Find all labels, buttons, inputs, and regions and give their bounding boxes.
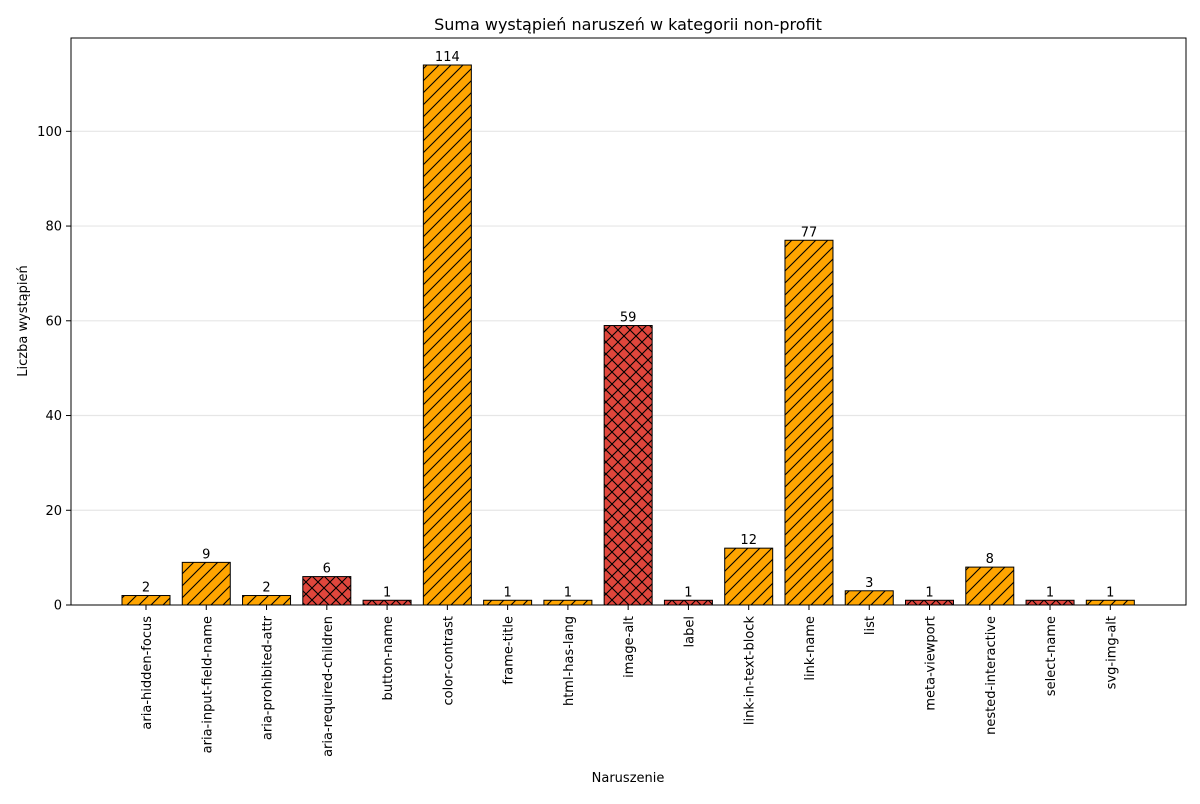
bar-hatch-frame-title (483, 599, 533, 606)
y-tick-label: 100 (37, 125, 62, 140)
y-tick-label: 60 (45, 314, 62, 329)
x-tick-label-aria-required-children: aria-required-children (321, 616, 336, 757)
bar-hatch-aria-hidden-focus (121, 595, 171, 606)
axes: 0 20 40 60 80 100 aria-hidden-focus aria-input-… (37, 37, 1187, 757)
chart-title: Suma wystąpień naruszeń w kategorii non-… (434, 15, 822, 34)
data-label-link-name: 77 (801, 225, 818, 240)
bar-hatch-label (663, 599, 713, 606)
bar-hatch-meta-viewport (905, 599, 955, 606)
data-label-frame-title: 1 (503, 585, 511, 600)
data-label-meta-viewport: 1 (925, 585, 933, 600)
bar-hatch-aria-input-field-name (181, 561, 231, 606)
bar-hatch-select-name (1025, 599, 1075, 606)
x-tick-label-meta-viewport: meta-viewport (924, 616, 939, 711)
data-label-image-alt: 59 (620, 311, 637, 326)
data-label-list: 3 (865, 576, 873, 591)
x-tick-label-label: label (682, 616, 697, 647)
data-label-aria-required-children: 6 (323, 562, 331, 577)
bar-hatch-aria-required-children (302, 576, 352, 606)
data-label-nested-interactive: 8 (986, 552, 994, 567)
x-tick-label-color-contrast: color-contrast (441, 616, 456, 706)
y-axis-label: Liczba wystąpień (16, 265, 31, 376)
x-tick-label-link-name: link-name (803, 616, 818, 681)
x-tick-label-select-name: select-name (1044, 616, 1059, 696)
y-tick-label: 0 (54, 599, 62, 614)
x-tick-label-frame-title: frame-title (502, 616, 517, 685)
x-tick-label-list: list (863, 616, 878, 635)
x-tick-label-image-alt: image-alt (622, 616, 637, 678)
data-label-svg-img-alt: 1 (1106, 585, 1114, 600)
x-tick-label-link-in-text-block: link-in-text-block (743, 616, 758, 726)
bar-hatch-svg-img-alt (1085, 599, 1135, 606)
x-tick-label-nested-interactive: nested-interactive (984, 616, 999, 735)
x-tick-label-svg-img-alt: svg-img-alt (1104, 616, 1119, 689)
x-tick-label-button-name: button-name (381, 616, 396, 700)
bar-hatch-link-in-text-block (724, 547, 774, 606)
bar-hatch-list (844, 590, 894, 606)
bars (121, 64, 1135, 606)
bar-hatch-color-contrast (422, 64, 472, 606)
data-label-aria-input-field-name: 9 (202, 547, 210, 562)
data-label-color-contrast: 114 (435, 50, 460, 65)
x-tick-label-aria-hidden-focus: aria-hidden-focus (140, 616, 155, 730)
x-tick-label-aria-prohibited-attr: aria-prohibited-attr (261, 615, 276, 740)
y-tick-label: 40 (45, 409, 62, 424)
data-label-label: 1 (684, 585, 692, 600)
data-label-button-name: 1 (383, 585, 391, 600)
data-label-select-name: 1 (1046, 585, 1054, 600)
y-tick-label: 20 (45, 504, 62, 519)
data-label-aria-prohibited-attr: 2 (262, 581, 270, 596)
x-axis-label: Naruszenie (592, 771, 665, 786)
plot-frame (70, 37, 1187, 606)
bar-hatch-aria-prohibited-attr (242, 595, 292, 606)
data-label-aria-hidden-focus: 2 (142, 581, 150, 596)
data-label-link-in-text-block: 12 (740, 533, 757, 548)
y-tick-label: 80 (45, 220, 62, 235)
x-tick-label-aria-input-field-name: aria-input-field-name (200, 616, 215, 753)
bar-hatch-link-name (784, 239, 834, 606)
data-label-html-has-lang: 1 (564, 585, 572, 600)
bar-hatch-button-name (362, 599, 412, 606)
bar-hatch-nested-interactive (965, 566, 1015, 606)
gridlines (71, 130, 1186, 511)
x-tick-label-html-has-lang: html-has-lang (562, 616, 577, 706)
bar-hatch-image-alt (603, 325, 653, 606)
data-labels: 2 9 2 6 1 114 1 1 59 1 12 77 3 1 8 1 1 (142, 50, 1115, 600)
bar-hatch-html-has-lang (543, 599, 593, 606)
